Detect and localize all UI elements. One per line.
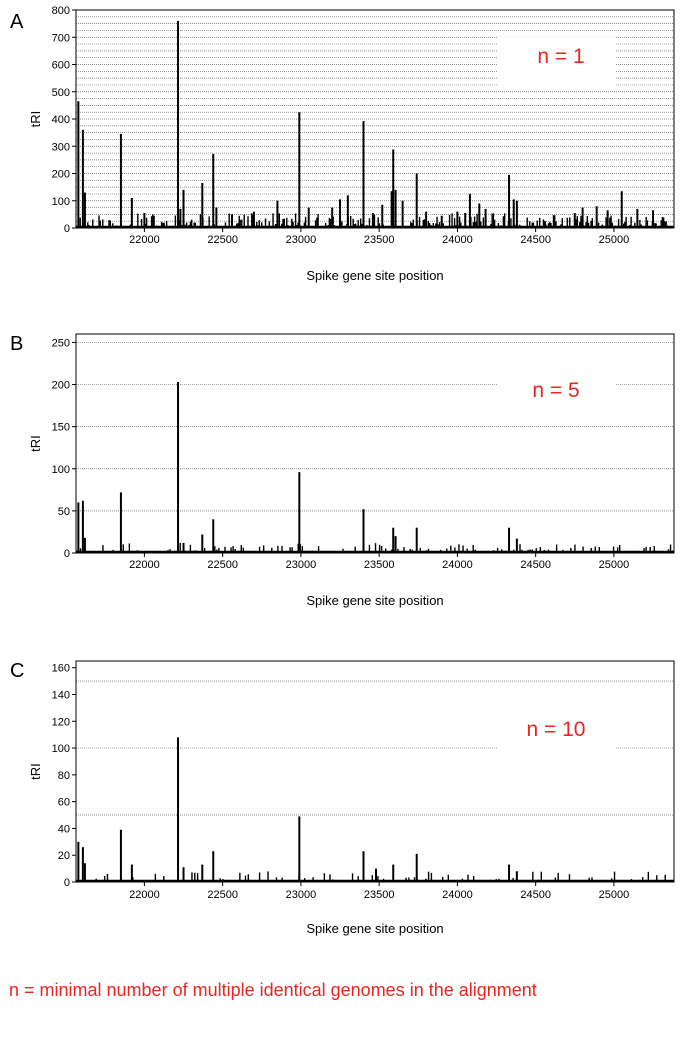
n-annotation: n = 10 [527,718,586,741]
plot-frame [75,660,675,883]
y-tick-label: 0 [64,223,70,235]
x-tick-label: 23500 [364,559,395,571]
chart-panel-c: 0 20 40 60 80 100 120 140 160 22000 22500 23000 2350… [28,660,675,936]
x-tick-label: 24500 [520,559,551,571]
chart-panel-a: 0 100 200 300 400 500 600 700 800 22000 22500 23000… [28,5,675,283]
n-annotation: n = 1 [537,45,584,68]
x-axis-label: Spike gene site position [306,921,443,936]
x-tick-label: 25000 [599,234,630,246]
y-tick-label: 200 [52,380,70,392]
x-tick-label: 24500 [520,234,551,246]
y-tick-label: 300 [52,141,70,153]
y-tick-label: 100 [52,464,70,476]
x-tick-label: 22500 [207,889,238,901]
y-tick-label: 700 [52,32,70,44]
x-tick-label: 23500 [364,234,395,246]
x-tick-label: 22000 [129,559,160,571]
y-tick-label: 120 [52,716,70,728]
x-tick-label: 24500 [520,889,551,901]
x-tick-label: 23000 [286,889,317,901]
x-tick-label: 23500 [364,889,395,901]
y-tick-label: 80 [58,770,70,782]
x-tick-label: 25000 [599,559,630,571]
panel-letter-c: C [10,660,24,682]
y-axis-label: tRI [28,435,43,452]
figure-caption: n = minimal number of multiple identical… [9,980,537,1000]
x-tick-label: 24000 [442,559,473,571]
panel-letter-a: A [10,11,24,33]
y-tick-label: 250 [52,337,70,349]
x-tick-label: 24000 [442,234,473,246]
y-tick-label: 100 [52,196,70,208]
chart-panel-b: 0 50 100 150 200 250 22000 22500 23000 23500 24000… [28,333,675,608]
y-tick-label: 20 [58,850,70,862]
x-tick-label: 25000 [599,889,630,901]
annotation-background [497,715,616,763]
x-axis-label: Spike gene site position [306,268,443,283]
annotation-background [497,37,616,87]
y-tick-label: 50 [58,506,70,518]
y-axis-label: tRI [28,763,43,780]
y-tick-label: 40 [58,823,70,835]
y-tick-label: 500 [52,87,70,99]
y-tick-label: 200 [52,169,70,181]
x-tick-label: 23000 [286,234,317,246]
y-tick-label: 0 [64,548,70,560]
x-tick-label: 22500 [207,559,238,571]
y-tick-label: 150 [52,422,70,434]
y-tick-label: 60 [58,797,70,809]
y-tick-label: 140 [52,689,70,701]
y-tick-label: 400 [52,114,70,126]
annotation-background [497,367,616,415]
y-tick-label: 160 [52,663,70,675]
n-annotation: n = 5 [532,379,579,402]
y-tick-label: 100 [52,743,70,755]
y-tick-label: 800 [52,5,70,17]
x-tick-label: 23000 [286,559,317,571]
y-tick-label: 600 [52,60,70,72]
x-axis-label: Spike gene site position [306,593,443,608]
x-tick-label: 22000 [129,234,160,246]
x-tick-label: 24000 [442,889,473,901]
x-tick-label: 22500 [207,234,238,246]
y-axis-label: tRI [28,111,43,128]
x-tick-label: 22000 [129,889,160,901]
panel-letter-b: B [10,333,23,355]
plot-frame [75,333,675,554]
y-tick-label: 0 [64,877,70,889]
